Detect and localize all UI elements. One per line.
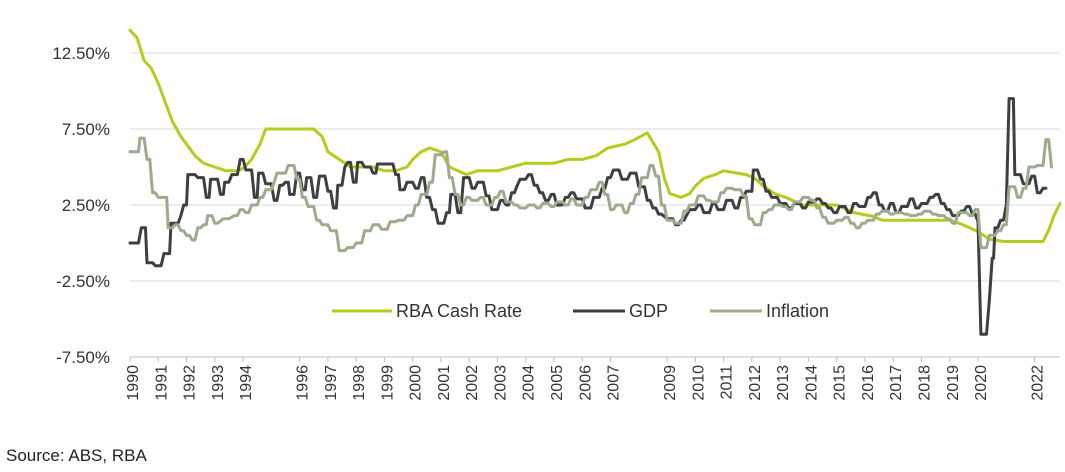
x-tick-label: 2016	[860, 365, 877, 401]
x-tick-label: 2003	[492, 365, 509, 401]
y-tick-label: -2.50%	[56, 272, 110, 291]
x-tick-label: 1999	[379, 365, 396, 401]
line-chart: 12.50%7.50%2.50%-2.50%-7.50% 1990 1991 199…	[52, 28, 1062, 401]
x-tick-label: 2020	[973, 365, 990, 401]
x-tick-label: 2017	[888, 365, 905, 401]
x-tick-label: 1997	[323, 365, 340, 401]
legend-label: RBA Cash Rate	[396, 301, 522, 321]
x-tick-label: 2001	[436, 365, 453, 401]
gridlines	[130, 52, 1060, 282]
series-line-inflation	[128, 136, 1053, 253]
x-tick-label: 2002	[464, 365, 481, 401]
x-tick-label: 1990	[125, 365, 142, 401]
x-tick-label: 2007	[606, 365, 623, 401]
x-tick-label: 2015	[832, 365, 849, 401]
y-tick-label: 12.50%	[52, 44, 110, 63]
source-note: Source: ABS, RBA	[6, 446, 147, 465]
x-tick-label: 2005	[549, 365, 566, 401]
x-tick-label: 2009	[662, 365, 679, 401]
x-tick-label: 2014	[803, 365, 820, 401]
x-tick-label: 2000	[408, 365, 425, 401]
x-tick-label: 2022	[1030, 365, 1047, 401]
x-axis-tick-labels: 1990 1991 1992 1993 1994 1996 1997 1998 1999 2000…	[125, 365, 1047, 401]
x-tick-label: 2013	[775, 365, 792, 401]
x-tick-label: 1991	[153, 365, 170, 401]
series-lines	[128, 28, 1062, 336]
legend-label: GDP	[629, 301, 668, 321]
x-tick-label: 2006	[577, 365, 594, 401]
y-tick-label: -7.50%	[56, 348, 110, 367]
series-line-rba-cash-rate	[128, 28, 1062, 243]
x-tick-label: 1993	[210, 365, 227, 401]
x-tick-label: 2010	[690, 365, 707, 401]
legend: RBA Cash Rate GDP Inflation	[332, 301, 829, 321]
y-tick-label: 2.50%	[62, 196, 110, 215]
x-tick-label: 1998	[351, 365, 368, 401]
y-tick-label: 7.50%	[62, 120, 110, 139]
series-line-gdp	[128, 97, 1048, 336]
x-tick-label: 2019	[945, 365, 962, 401]
x-tick-label: 2012	[747, 365, 764, 401]
x-axis	[129, 356, 1060, 362]
x-tick-label: 1996	[295, 365, 312, 401]
x-tick-label: 2018	[916, 365, 933, 401]
legend-label: Inflation	[766, 301, 829, 321]
x-tick-label: 2011	[719, 365, 736, 400]
x-tick-label: 2004	[521, 365, 538, 401]
y-axis-tick-labels: 12.50% 7.50% 2.50% -2.50% -7.50%	[52, 44, 110, 367]
x-tick-label: 1992	[182, 365, 199, 401]
x-tick-label: 1994	[238, 365, 255, 401]
